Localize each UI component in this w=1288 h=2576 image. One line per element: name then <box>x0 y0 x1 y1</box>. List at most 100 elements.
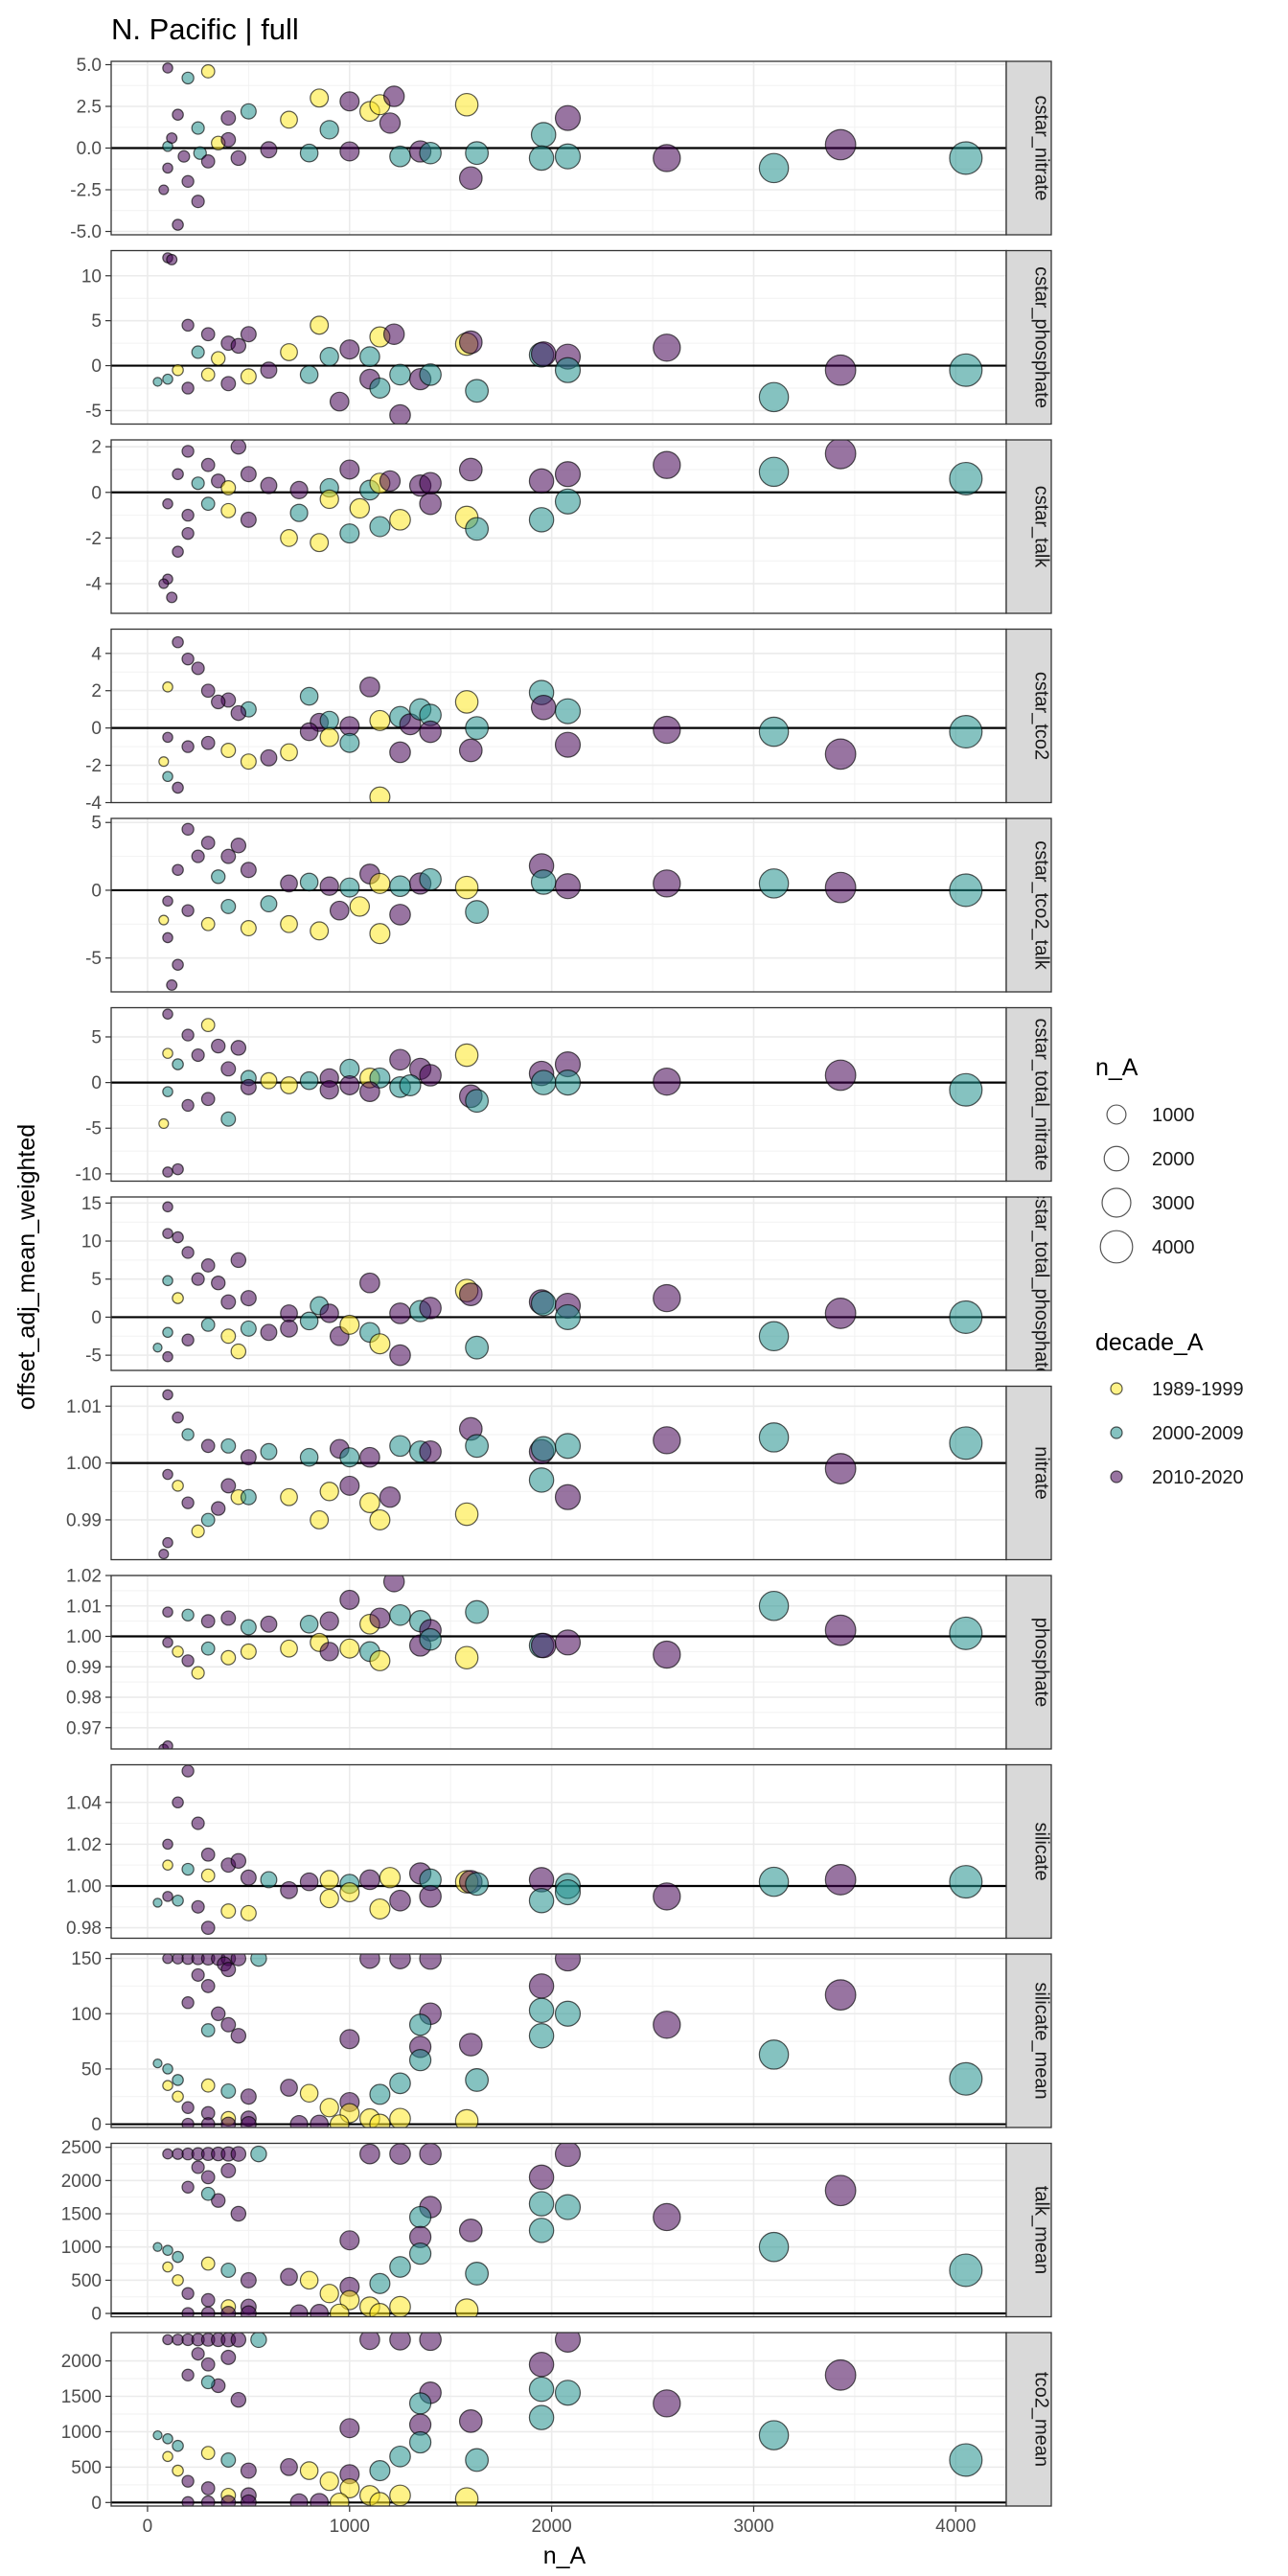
data-point <box>329 2303 350 2317</box>
data-point <box>319 1080 339 1100</box>
data-point <box>220 2262 237 2278</box>
data-point <box>181 445 195 458</box>
y-tick-label: 50 <box>81 2059 102 2080</box>
data-point <box>454 2298 479 2317</box>
data-point <box>369 377 391 400</box>
data-point <box>389 741 411 764</box>
facet-strip <box>1005 817 1052 993</box>
data-point <box>319 727 339 748</box>
data-point <box>389 145 411 168</box>
facet-strip <box>1005 2332 1052 2507</box>
data-point <box>172 635 184 649</box>
data-point <box>359 676 380 698</box>
data-point <box>260 895 278 913</box>
data-point <box>369 1898 391 1920</box>
data-point <box>191 661 205 676</box>
data-point <box>299 1070 319 1091</box>
data-point <box>200 2306 216 2317</box>
points-layer <box>158 440 983 604</box>
data-point <box>339 2230 360 2251</box>
data-point <box>200 1512 216 1528</box>
data-point <box>191 1666 205 1680</box>
data-point <box>530 694 557 721</box>
data-point <box>200 735 216 750</box>
facet-strip-label: talk_mean <box>1031 2186 1052 2274</box>
data-point <box>240 2462 257 2479</box>
legend-size-key <box>1101 1187 1132 1218</box>
data-point <box>181 174 195 188</box>
data-point <box>419 1064 442 1087</box>
data-point <box>554 1433 582 1460</box>
data-point <box>152 2242 163 2252</box>
data-point <box>200 2186 216 2201</box>
data-point <box>419 1297 442 1320</box>
facet-panel: 2000 1500 1000 500 0 tco2_mean <box>61 2332 1052 2514</box>
data-point <box>158 1549 170 1560</box>
data-point <box>240 466 257 483</box>
data-point <box>758 2231 790 2263</box>
data-point <box>200 2078 216 2093</box>
data-point <box>339 523 360 544</box>
data-point <box>162 373 173 385</box>
data-point <box>158 914 170 926</box>
y-tick-label: 1.04 <box>66 1793 102 1813</box>
data-point <box>389 1344 411 1367</box>
y-tick-label: 1.02 <box>66 1835 102 1855</box>
data-point <box>181 1654 195 1668</box>
y-tick-label: 1.00 <box>66 1627 102 1647</box>
data-point <box>310 315 330 335</box>
data-point <box>824 1979 857 2012</box>
data-point <box>289 480 309 499</box>
y-tick-label: 1.01 <box>66 1397 102 1417</box>
points-layer <box>152 1201 983 1367</box>
facet-strip <box>1005 1006 1052 1183</box>
data-point <box>220 2452 237 2468</box>
y-tick-label: -4 <box>85 575 102 595</box>
facet-strip-label: phosphate <box>1031 1618 1052 1707</box>
data-point <box>554 1954 582 1972</box>
data-point <box>419 1439 442 1463</box>
data-point <box>200 1018 216 1032</box>
data-point <box>240 1619 257 1636</box>
data-point <box>162 1468 173 1481</box>
panel-background <box>111 1386 1006 1560</box>
data-point <box>949 2061 983 2096</box>
facet-strip-label: cstar_tco2_talk <box>1031 840 1052 971</box>
data-point <box>220 1111 237 1127</box>
data-point <box>530 341 557 367</box>
data-point <box>758 2420 790 2450</box>
y-tick-label: 500 <box>71 2271 102 2291</box>
facet-strip <box>1005 249 1052 426</box>
data-point <box>172 1162 184 1176</box>
data-point <box>379 470 402 493</box>
data-point <box>419 1954 442 1970</box>
data-point <box>349 896 371 917</box>
data-point <box>162 770 173 783</box>
data-point <box>200 2495 216 2506</box>
y-tick-label: 0 <box>91 719 102 739</box>
data-point <box>172 363 184 377</box>
data-point <box>240 1869 257 1886</box>
data-point <box>220 2082 237 2099</box>
data-point <box>824 2358 857 2391</box>
legend-size-title: n_A <box>1095 1054 1138 1081</box>
data-point <box>280 529 298 547</box>
data-point <box>949 1616 983 1650</box>
data-point <box>554 873 582 900</box>
data-point <box>419 141 442 165</box>
facet-panel: 10 5 0 -5 cstar_phosphate <box>81 249 1052 426</box>
data-point <box>162 681 173 693</box>
data-point <box>280 1319 298 1338</box>
data-point <box>260 1071 278 1090</box>
data-point <box>220 2116 237 2128</box>
facet-panel: 5 0 -5 cstar_tco2_talk <box>85 814 1052 993</box>
data-point <box>310 533 330 553</box>
data-point <box>319 710 339 731</box>
data-point <box>653 2011 681 2039</box>
facet-panels: 5.02.50.0-2.5-5.0cstar_nitrate1050-5csta… <box>61 56 1052 2514</box>
data-point <box>200 1317 216 1332</box>
data-point <box>653 450 681 479</box>
data-point <box>260 748 278 767</box>
data-point <box>166 132 178 145</box>
data-point <box>162 1891 173 1902</box>
